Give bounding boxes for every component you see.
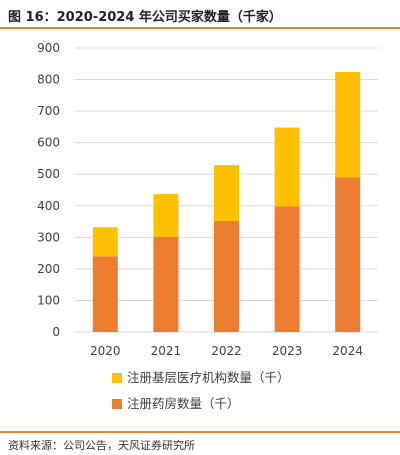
y-tick-label: 700 xyxy=(37,104,60,118)
legend-swatch xyxy=(112,399,122,409)
x-tick-label: 2022 xyxy=(211,344,242,358)
bar-segment xyxy=(274,127,300,207)
stacked-bar-chart: 0 100 200 300 400 500 600 700 800 900 2020 2021 2022… xyxy=(37,41,378,411)
bar-segment xyxy=(335,177,361,332)
legend-label: 注册药房数量（千） xyxy=(127,396,240,411)
x-tick-label: 2024 xyxy=(332,344,363,358)
y-tick-label: 100 xyxy=(37,293,60,307)
y-tick-label: 900 xyxy=(37,41,60,55)
bar-segment xyxy=(274,206,300,332)
bar-segment xyxy=(335,71,361,178)
y-tick-label: 600 xyxy=(37,136,60,150)
source-note: 资料来源：公司公告，天风证券研究所 xyxy=(8,439,195,452)
y-tick-label: 400 xyxy=(37,199,60,213)
x-tick-label: 2021 xyxy=(151,344,182,358)
figure-title: 图 16：2020-2024 年公司买家数量（千家） xyxy=(8,10,282,25)
legend-swatch xyxy=(112,373,122,383)
legend-label: 注册基层医疗机构数量（千） xyxy=(127,370,290,385)
bar-segment xyxy=(153,236,179,332)
bar-segment xyxy=(92,227,118,257)
source-divider xyxy=(0,431,400,433)
y-tick-label: 0 xyxy=(52,325,60,339)
bar-segment xyxy=(214,220,239,332)
bar-segment xyxy=(92,256,118,332)
bar-segment xyxy=(214,165,239,221)
bar-segment xyxy=(153,194,179,237)
y-tick-label: 800 xyxy=(37,73,60,87)
y-tick-label: 500 xyxy=(37,167,60,181)
x-tick-label: 2020 xyxy=(90,344,121,358)
x-tick-label: 2023 xyxy=(272,344,303,358)
y-tick-label: 300 xyxy=(37,230,60,244)
y-tick-label: 200 xyxy=(37,262,60,276)
title-divider xyxy=(0,27,400,29)
